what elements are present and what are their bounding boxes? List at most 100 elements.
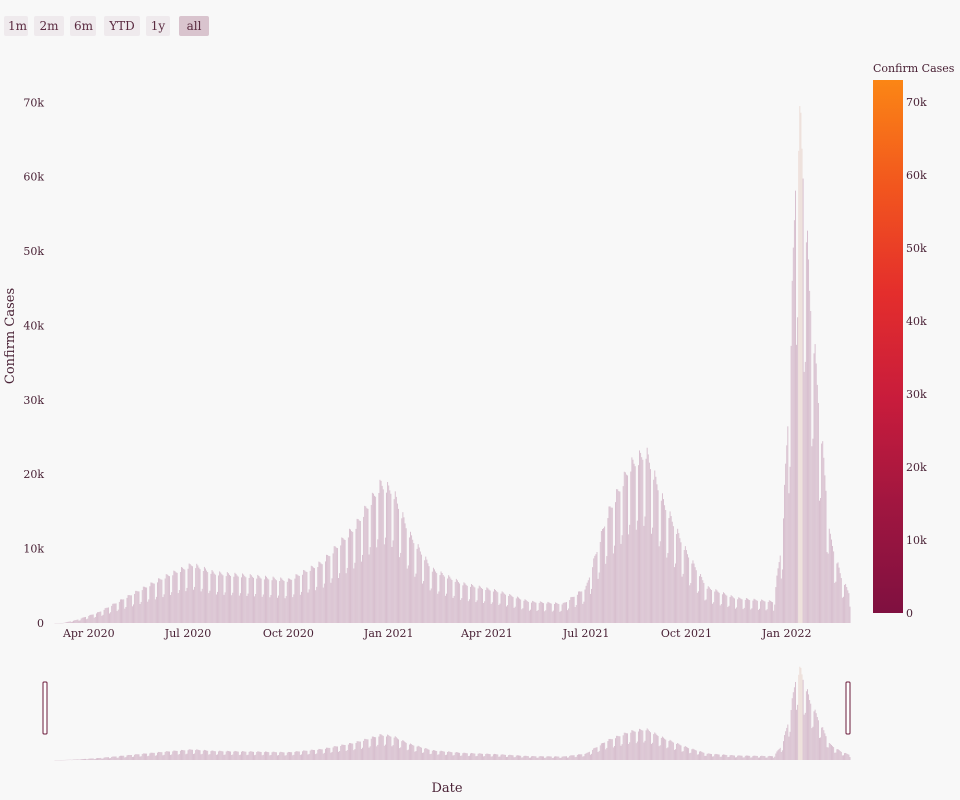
bar [76, 619, 78, 623]
bar [137, 591, 139, 623]
range-slider-bar [527, 756, 529, 760]
range-slider-left-handle[interactable] [42, 681, 48, 735]
bar [552, 610, 554, 623]
range-slider-bar [685, 746, 687, 760]
bar [702, 580, 704, 623]
range-slider-bar [292, 755, 294, 760]
range-slider-bar [756, 755, 758, 760]
range-slider-bar [107, 757, 109, 760]
bar [460, 599, 462, 623]
bar [840, 578, 842, 623]
bar [438, 591, 440, 623]
range-slider-bar [260, 751, 262, 760]
range-slider-bar [846, 753, 848, 760]
range-slider-bar [776, 751, 778, 760]
bar [258, 575, 260, 623]
range-slider-bar [149, 753, 151, 760]
bar [271, 580, 273, 623]
range-button-6m[interactable]: 6m [70, 16, 96, 36]
range-slider-bar [172, 751, 174, 760]
range-slider-bar [309, 750, 311, 760]
range-button-all[interactable]: all [179, 16, 209, 36]
range-slider-bar [202, 750, 204, 760]
bar [648, 462, 650, 623]
bar [629, 524, 631, 623]
bar [343, 539, 345, 623]
range-slider-bar [623, 732, 625, 760]
bar [787, 426, 789, 623]
bar [596, 552, 598, 623]
bar [442, 575, 444, 623]
bar [143, 586, 145, 623]
range-button-2m[interactable]: 2m [34, 16, 64, 36]
bar [693, 563, 695, 623]
bar [355, 528, 357, 623]
range-slider-bar [533, 756, 535, 760]
bar [368, 554, 370, 623]
range-slider-bar [501, 754, 503, 760]
bar [327, 554, 329, 623]
bar [378, 492, 380, 623]
bar [801, 148, 803, 623]
range-slider-bar [562, 756, 564, 760]
range-slider-bar [507, 756, 509, 760]
range-slider-bar [596, 747, 598, 760]
range-slider-bar [833, 747, 835, 760]
bar [322, 587, 324, 623]
range-slider-bar [498, 756, 500, 760]
range-slider-bar [242, 751, 244, 760]
bar [800, 112, 802, 624]
range-button-ytd[interactable]: YTD [104, 16, 140, 36]
range-slider-bar [774, 756, 776, 760]
range-button-1y[interactable]: 1y [146, 16, 170, 36]
range-slider-bar [496, 754, 498, 760]
bar [696, 592, 698, 623]
range-slider-bar [572, 755, 574, 760]
range-slider-bar [154, 755, 156, 760]
range-slider-bar [169, 751, 170, 760]
bar [275, 580, 277, 623]
range-button-1m[interactable]: 1m [4, 16, 28, 36]
bar [253, 577, 254, 623]
y-tick-label: 20k [23, 468, 44, 481]
range-slider-bar [708, 753, 710, 760]
bar [419, 551, 421, 623]
range-slider-bar [825, 736, 827, 760]
bar [320, 563, 322, 623]
y-tick-label: 50k [23, 245, 44, 258]
range-slider-bar [841, 755, 843, 760]
range-slider-bar [718, 754, 720, 760]
bar [401, 518, 403, 623]
range-slider-right-handle[interactable] [845, 681, 851, 735]
bar [506, 606, 507, 623]
bar [597, 578, 599, 623]
bar [750, 609, 752, 623]
bar [307, 592, 309, 623]
range-slider-bar [384, 744, 386, 760]
bar [140, 601, 142, 623]
range-slider-bar [745, 755, 747, 760]
range-slider-bar [134, 754, 136, 760]
bar [720, 604, 722, 623]
bar [136, 590, 138, 623]
range-slider-bar [133, 756, 134, 760]
bar [129, 595, 131, 623]
range-slider-bar [217, 754, 218, 760]
bar [440, 571, 442, 623]
bar [249, 574, 251, 623]
bar [150, 582, 152, 623]
range-slider-bar [298, 751, 300, 760]
range-slider-bar [484, 756, 486, 760]
range-slider-bar [308, 753, 310, 760]
range-slider-bar [784, 735, 786, 760]
range-slider-bar [364, 738, 366, 760]
range-slider-bar [229, 751, 230, 760]
range-slider-bar [405, 742, 407, 760]
range-slider-bar [345, 751, 347, 760]
range-slider-bar [205, 750, 206, 760]
range-slider-bar [810, 703, 812, 760]
bar [207, 572, 209, 623]
bar [592, 567, 594, 623]
range-slider-bar [365, 738, 367, 760]
range-slider-bar [506, 757, 507, 760]
